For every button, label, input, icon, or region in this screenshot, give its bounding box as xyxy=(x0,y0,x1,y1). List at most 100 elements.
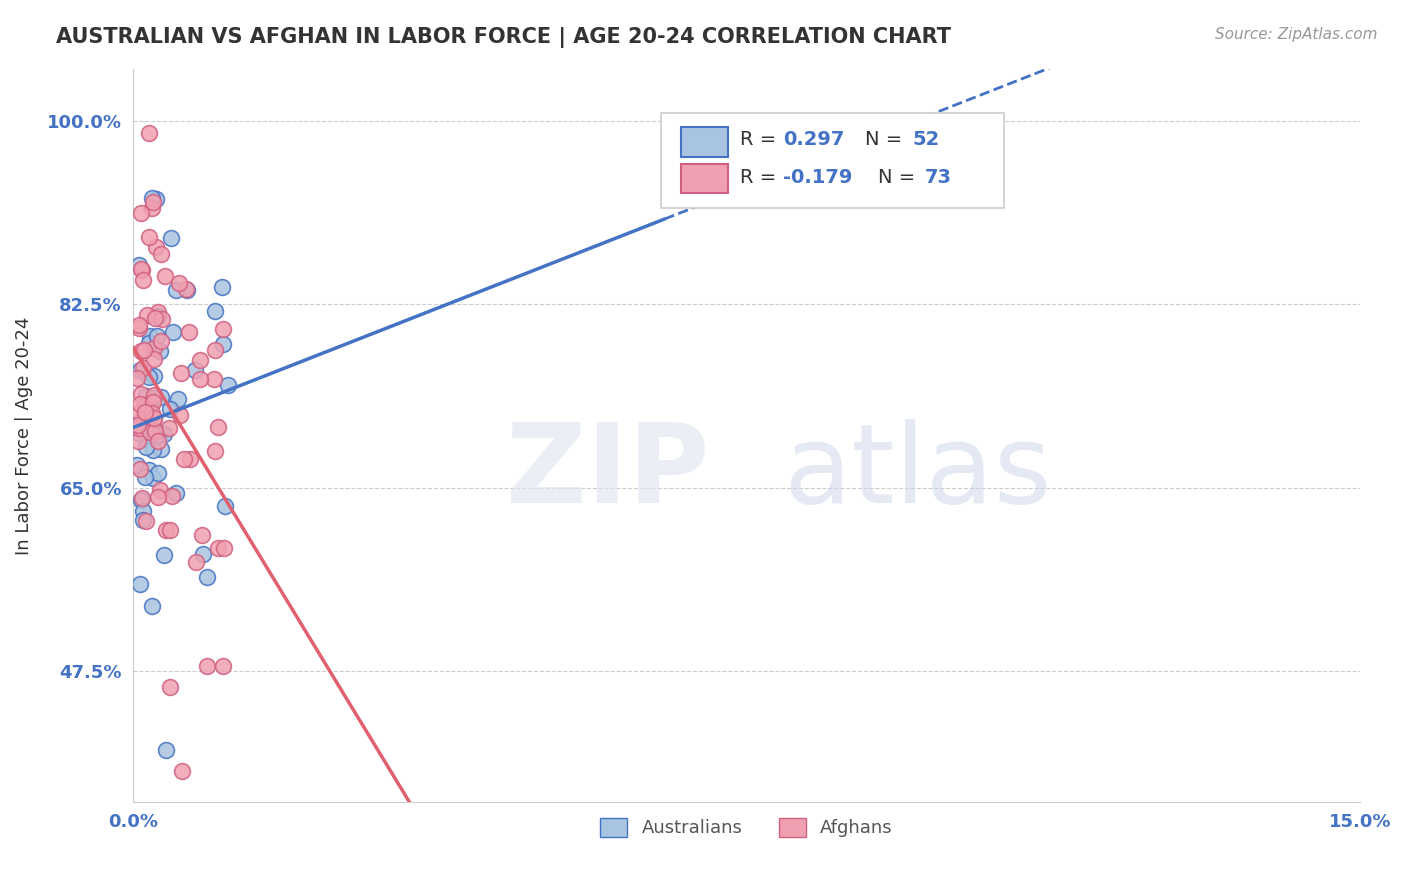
Point xyxy=(214,541,236,555)
Point xyxy=(129,261,152,276)
Point xyxy=(138,230,160,244)
Point xyxy=(195,659,218,673)
Text: Source: ZipAtlas.com: Source: ZipAtlas.com xyxy=(1215,27,1378,42)
Point xyxy=(138,432,160,446)
Point xyxy=(135,402,157,417)
Point xyxy=(149,344,172,359)
Point xyxy=(159,402,181,417)
Point xyxy=(127,417,149,432)
Point xyxy=(153,549,176,563)
Point xyxy=(138,370,160,384)
Point xyxy=(143,342,166,356)
Point xyxy=(157,421,180,435)
Point xyxy=(142,194,165,209)
Point xyxy=(195,570,218,584)
Point xyxy=(143,424,166,438)
Point xyxy=(165,485,187,500)
Point xyxy=(127,458,149,472)
Point xyxy=(135,308,157,322)
Point xyxy=(211,280,233,294)
Point xyxy=(179,325,201,339)
Point xyxy=(127,418,149,433)
Point xyxy=(165,283,187,297)
Point xyxy=(128,321,150,335)
Point xyxy=(214,500,236,514)
Point xyxy=(159,231,181,245)
Point xyxy=(188,372,211,386)
Point xyxy=(134,469,156,483)
Point xyxy=(146,309,169,323)
Point xyxy=(128,258,150,272)
Point xyxy=(127,371,149,385)
Point xyxy=(129,492,152,507)
Point xyxy=(159,523,181,537)
FancyBboxPatch shape xyxy=(682,128,728,157)
Point xyxy=(145,430,167,444)
Point xyxy=(131,263,153,277)
Text: R =: R = xyxy=(740,130,783,149)
Point xyxy=(142,368,165,383)
Point xyxy=(138,126,160,140)
Point xyxy=(141,202,163,216)
Point xyxy=(132,273,155,287)
Point xyxy=(127,434,149,449)
Point xyxy=(149,246,172,260)
Point xyxy=(131,491,153,505)
Point xyxy=(129,397,152,411)
Point xyxy=(190,527,212,541)
Point xyxy=(153,426,176,441)
Point xyxy=(141,191,163,205)
Point xyxy=(135,389,157,403)
Point xyxy=(145,240,167,254)
Point xyxy=(139,425,162,439)
Point xyxy=(176,284,198,298)
Point xyxy=(159,680,181,694)
Point xyxy=(148,490,170,504)
Point xyxy=(160,489,183,503)
Point xyxy=(129,462,152,476)
Point xyxy=(139,329,162,343)
Point xyxy=(148,305,170,319)
Point xyxy=(132,513,155,527)
Point xyxy=(134,405,156,419)
Text: 73: 73 xyxy=(924,168,952,186)
Point xyxy=(149,390,172,404)
Point xyxy=(184,362,207,376)
Text: 52: 52 xyxy=(912,130,939,149)
Point xyxy=(138,463,160,477)
Point xyxy=(162,325,184,339)
Point xyxy=(129,205,152,219)
Point xyxy=(150,311,173,326)
Point xyxy=(146,434,169,449)
Point xyxy=(128,406,150,420)
Point xyxy=(202,372,225,386)
Point xyxy=(129,413,152,427)
Point xyxy=(132,504,155,518)
Point xyxy=(204,343,226,357)
Point xyxy=(170,366,193,380)
Point xyxy=(207,419,229,434)
Point xyxy=(217,378,239,392)
Point xyxy=(135,514,157,528)
Text: R =: R = xyxy=(740,168,783,186)
Point xyxy=(149,426,172,441)
Point xyxy=(204,303,226,318)
Point xyxy=(141,599,163,613)
Point xyxy=(134,343,156,357)
Point xyxy=(128,425,150,440)
Point xyxy=(146,466,169,480)
Point xyxy=(143,388,166,402)
Point xyxy=(141,406,163,420)
Point xyxy=(142,395,165,409)
Legend: Australians, Afghans: Australians, Afghans xyxy=(593,811,900,845)
Point xyxy=(170,764,193,778)
Point xyxy=(191,547,214,561)
Text: N =: N = xyxy=(865,130,908,149)
Point xyxy=(174,282,197,296)
Point xyxy=(135,440,157,454)
Point xyxy=(132,361,155,376)
Point xyxy=(142,443,165,458)
Point xyxy=(169,408,191,422)
Point xyxy=(129,386,152,401)
Point xyxy=(155,743,177,757)
